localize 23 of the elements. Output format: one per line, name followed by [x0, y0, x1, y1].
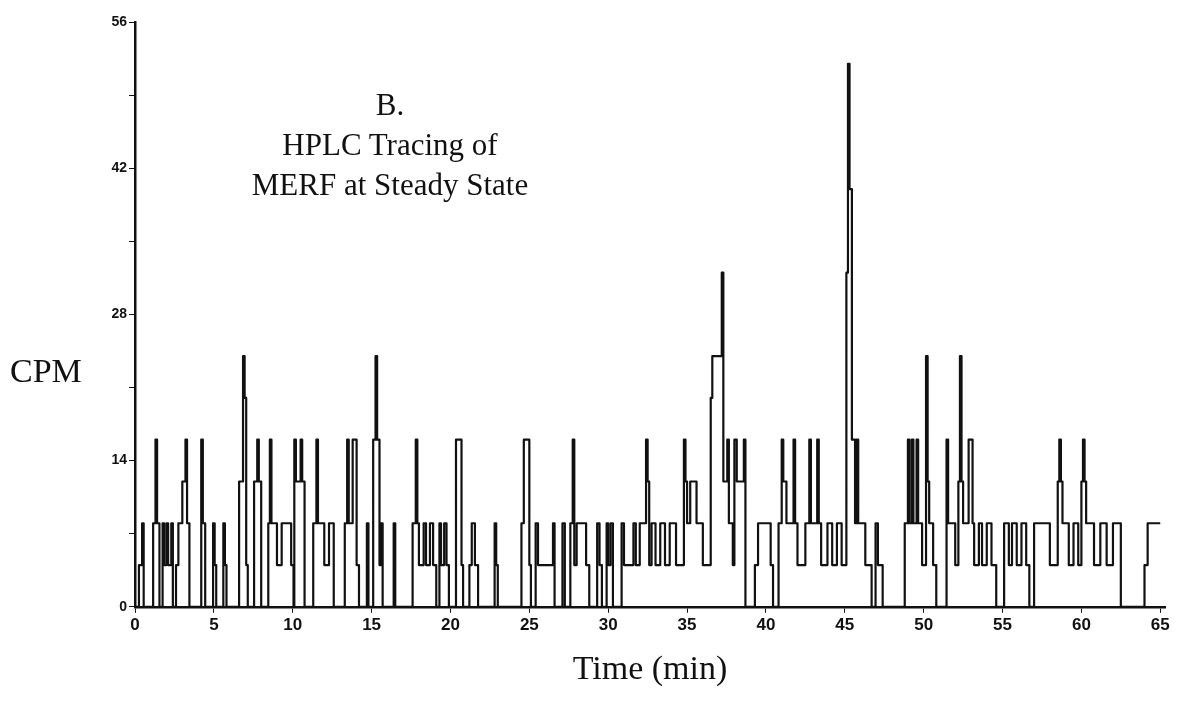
x-tick-label: 20 — [441, 614, 460, 634]
annotation: HPLC Tracing of — [282, 127, 499, 163]
x-axis-title: Time (min) — [572, 648, 728, 687]
annotation: B. — [375, 87, 405, 123]
x-tick-label: 65 — [1150, 614, 1170, 634]
x-tick-label: 50 — [914, 614, 934, 634]
x-tick-label: 10 — [283, 614, 303, 634]
y-tick-label: 42 — [111, 159, 128, 176]
y-tick-label: 56 — [111, 12, 128, 29]
x-tick-label: 15 — [362, 614, 382, 634]
y-tick-label: 14 — [111, 451, 128, 468]
x-tick-label: 25 — [519, 614, 539, 634]
x-tick-label: 45 — [835, 614, 855, 634]
x-tick-label: 55 — [993, 614, 1012, 634]
x-tick-label: 5 — [209, 614, 219, 634]
x-tick-label: 35 — [677, 614, 697, 634]
y-tick-label: 0 — [119, 597, 128, 614]
y-tick-label: 28 — [111, 305, 128, 322]
x-tick-label: 40 — [756, 614, 776, 634]
x-tick-label: 30 — [598, 614, 618, 634]
x-tick-label: 60 — [1071, 614, 1091, 634]
y-axis-title: CPM — [10, 351, 82, 389]
annotation: MERF at Steady State — [251, 167, 529, 203]
